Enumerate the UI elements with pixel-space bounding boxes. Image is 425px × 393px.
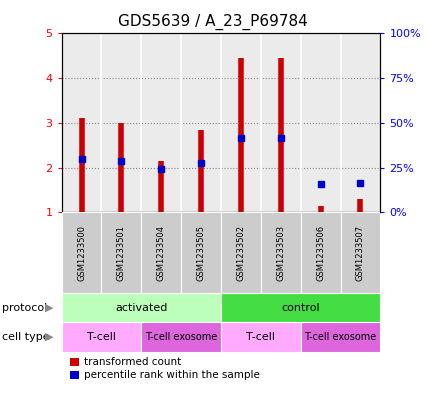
Text: ▶: ▶ [45,332,53,342]
Bar [141,322,221,352]
Text: GSM1233502: GSM1233502 [236,224,245,281]
Text: percentile rank within the sample: percentile rank within the sample [84,370,260,380]
Text: GSM1233505: GSM1233505 [197,224,206,281]
Text: GSM1233506: GSM1233506 [316,224,325,281]
Bar [300,322,380,352]
Bar [340,212,380,293]
Text: GSM1233500: GSM1233500 [77,224,86,281]
Text: GSM1233501: GSM1233501 [117,224,126,281]
Text: GSM1233507: GSM1233507 [356,224,365,281]
Bar [221,293,380,322]
Bar [221,322,300,352]
Text: T-cell: T-cell [246,332,275,342]
Text: T-cell exosome: T-cell exosome [304,332,377,342]
Text: T-cell exosome: T-cell exosome [145,332,217,342]
Bar [181,212,221,293]
Bar [261,212,300,293]
Text: cell type: cell type [2,332,50,342]
Text: activated: activated [115,303,167,312]
Text: GSM1233504: GSM1233504 [157,224,166,281]
Text: protocol: protocol [2,303,47,312]
Text: GSM1233503: GSM1233503 [276,224,285,281]
Bar [221,212,261,293]
Bar [102,212,141,293]
Text: GDS5639 / A_23_P69784: GDS5639 / A_23_P69784 [118,14,307,30]
Text: control: control [281,303,320,312]
Bar [62,322,141,352]
Bar [62,293,221,322]
Text: transformed count: transformed count [84,357,181,367]
Text: T-cell: T-cell [87,332,116,342]
Text: ▶: ▶ [45,303,53,312]
Bar [141,212,181,293]
Bar [300,212,340,293]
Bar [62,212,102,293]
